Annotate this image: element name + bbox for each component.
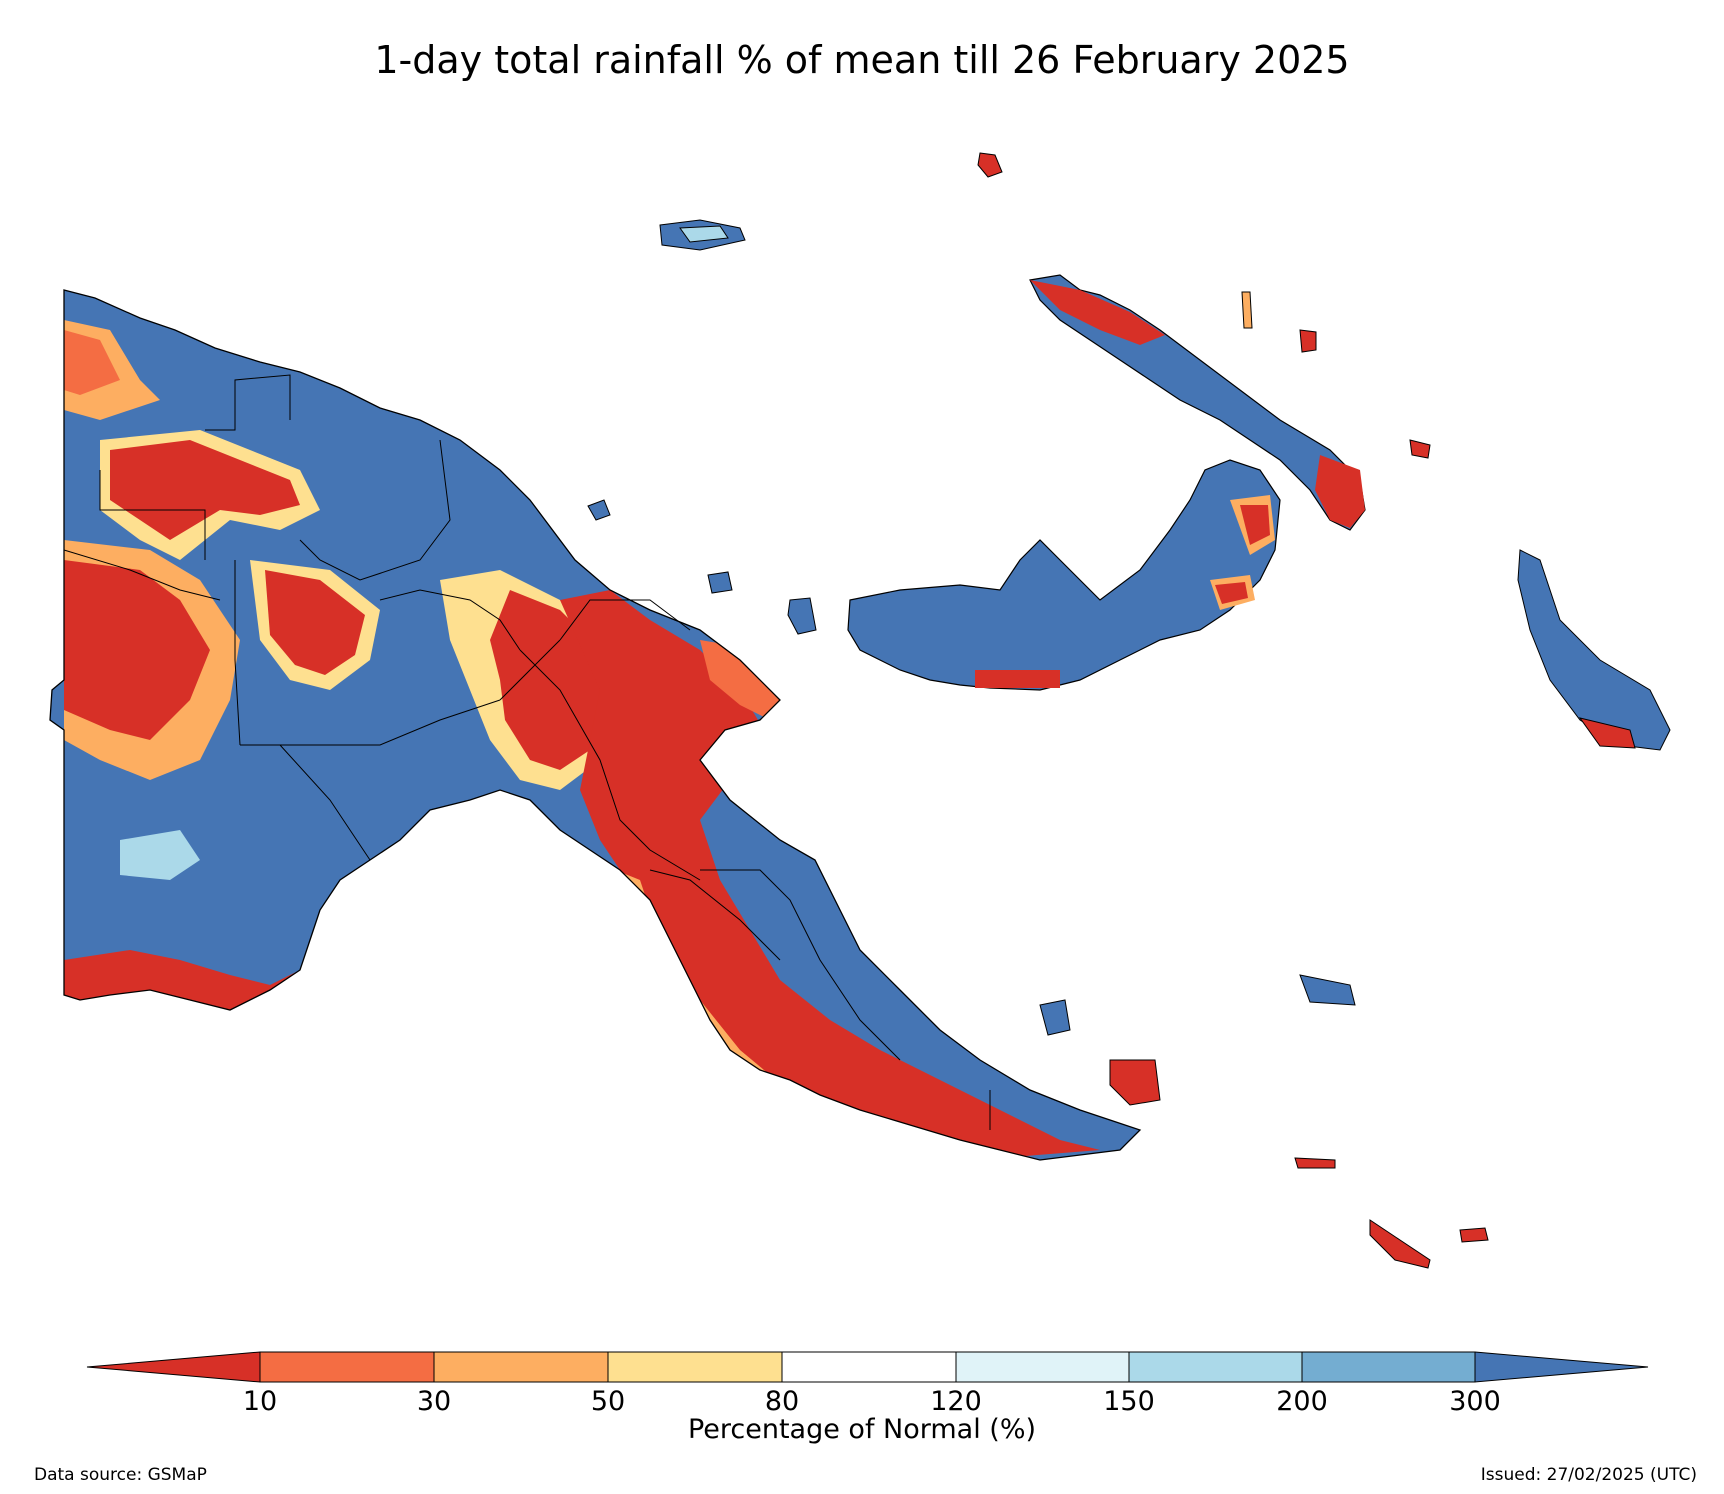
- colorbar-tick: 50: [590, 1386, 626, 1417]
- colorbar-label: Percentage of Normal (%): [687, 1414, 1037, 1445]
- colorbar-tick: 200: [1276, 1386, 1328, 1417]
- colorbar: [86, 1351, 1649, 1383]
- colorbar-tick: 300: [1449, 1386, 1501, 1417]
- colorbar-tick: 80: [764, 1386, 800, 1417]
- colorbar-seg-50-80: [607, 1351, 783, 1383]
- colorbar-seg-10-30: [259, 1351, 435, 1383]
- colorbar-tick: 10: [242, 1386, 278, 1417]
- map-title: 1-day total rainfall % of mean till 26 F…: [374, 38, 1350, 82]
- colorbar-seg-80-120: [781, 1351, 957, 1383]
- issued-date-note: Issued: 27/02/2025 (UTC): [1480, 1465, 1697, 1485]
- colorbar-seg-30-50: [433, 1351, 609, 1383]
- small-islands: [587, 152, 1671, 1269]
- province-boundaries: [63, 374, 991, 1130]
- colorbar-min-arrow: [86, 1351, 261, 1383]
- colorbar-max-arrow: [1474, 1351, 1649, 1383]
- rainfall-map: [49, 152, 1671, 1269]
- colorbar-tick: 150: [1103, 1386, 1155, 1417]
- mainland-outline: [49, 289, 1142, 1161]
- colorbar-tick: 30: [416, 1386, 452, 1417]
- data-source-note: Data source: GSMaP: [34, 1465, 207, 1485]
- colorbar-seg-200-300: [1301, 1351, 1476, 1383]
- colorbar-seg-150-200: [1128, 1351, 1303, 1383]
- colorbar-tick: 120: [930, 1386, 982, 1417]
- new-ireland: [1029, 274, 1366, 531]
- colorbar-seg-120-150: [955, 1351, 1130, 1383]
- new-britain: [847, 459, 1281, 691]
